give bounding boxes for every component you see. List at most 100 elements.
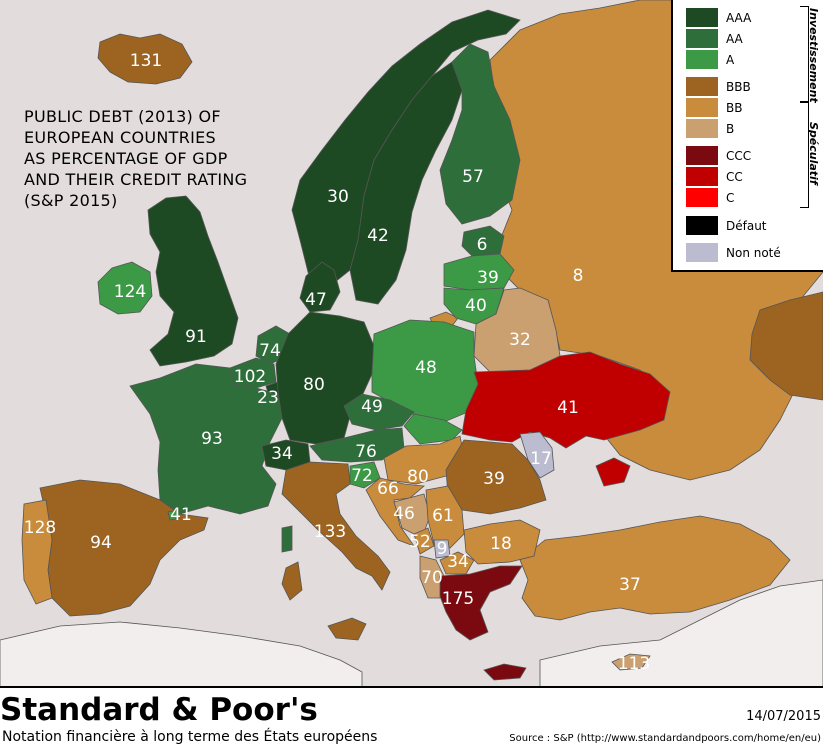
country-denmark	[299, 261, 341, 313]
country-latvia	[443, 253, 515, 291]
debt-label-serbia: 61	[432, 506, 454, 526]
country-bosnia	[393, 493, 431, 539]
debt-label-croatia: 66	[377, 479, 399, 499]
debt-label-france: 93	[201, 429, 223, 449]
legend-swatch	[686, 29, 718, 48]
debt-label-bosnia-and-herzegovina: 46	[393, 504, 415, 524]
legend: AAA AA A BBB BB B CCC CC	[671, 0, 823, 272]
debt-label-belarus: 32	[509, 330, 531, 350]
land-africa	[0, 621, 363, 686]
label-speculative: Spéculatif	[807, 122, 820, 185]
debt-label-united-kingdom: 91	[185, 327, 207, 347]
country-sweden	[349, 61, 463, 305]
debt-label-kosovo: 9	[437, 539, 448, 559]
legend-swatch	[686, 50, 718, 69]
title-line-2: EUROPEAN COUNTRIES	[24, 128, 217, 147]
debt-label-belgium: 102	[234, 367, 266, 387]
legend-item-bb: BB	[686, 98, 742, 117]
bracket-speculative	[800, 102, 809, 208]
debt-label-latvia: 39	[477, 268, 499, 288]
legend-label: Non noté	[726, 245, 781, 260]
debt-label-switzerland: 34	[271, 444, 293, 464]
land-middle-east	[539, 579, 823, 686]
debt-label-czech-republic: 49	[361, 397, 383, 417]
map-title: PUBLIC DEBT (2013) OF EUROPEAN COUNTRIES…	[24, 106, 247, 211]
country-kazakhstan	[749, 291, 823, 401]
country-belarus	[473, 287, 561, 373]
brand-title: Standard & Poor's	[0, 692, 318, 728]
debt-label-turkey: 37	[619, 575, 641, 595]
title-line-5: (S&P 2015)	[24, 191, 118, 210]
debt-label-andorra: 41	[170, 505, 192, 525]
debt-label-estonia: 6	[477, 235, 488, 255]
title-line-1: PUBLIC DEBT (2013) OF	[24, 107, 221, 126]
legend-swatch	[686, 8, 718, 27]
country-france	[129, 363, 283, 515]
country-france-corsica	[281, 525, 293, 553]
footer-date: 14/07/2015	[746, 709, 821, 724]
bracket-investment	[800, 6, 809, 102]
debt-label-iceland: 131	[130, 51, 162, 71]
debt-label-ireland: 124	[114, 282, 146, 302]
country-italy	[281, 461, 391, 591]
debt-label-montenegro: 52	[409, 532, 431, 552]
debt-label-moldova: 17	[530, 449, 552, 469]
title-line-3: AS PERCENTAGE OF GDP	[24, 149, 228, 168]
country-portugal	[21, 499, 53, 605]
country-italy-sicily	[327, 617, 367, 641]
debt-label-denmark: 47	[305, 290, 327, 310]
legend-swatch	[686, 216, 718, 235]
country-ireland	[97, 261, 153, 315]
country-montenegro	[413, 527, 435, 555]
legend-item-a: A	[686, 50, 734, 69]
debt-label-finland: 57	[462, 167, 484, 187]
debt-label-portugal: 128	[24, 518, 56, 538]
legend-swatch	[686, 146, 718, 165]
debt-label-lithuania: 40	[465, 296, 487, 316]
debt-label-albania: 70	[421, 568, 443, 588]
label-investment: Investissement	[807, 8, 820, 103]
country-iceland	[97, 33, 193, 85]
legend-swatch	[686, 167, 718, 186]
country-cyprus	[611, 653, 651, 671]
legend-item-default: Défaut	[686, 216, 767, 235]
debt-label-bulgaria: 18	[490, 534, 512, 554]
debt-label-north-macedonia: 34	[447, 552, 469, 572]
legend-label: B	[726, 121, 735, 136]
legend-item-c: C	[686, 188, 734, 207]
debt-label-ukraine: 41	[557, 398, 579, 418]
legend-label: AAA	[726, 10, 752, 25]
country-greece-crete	[483, 663, 527, 681]
country-ukraine	[461, 351, 671, 449]
legend-label: Défaut	[726, 218, 767, 233]
legend-item-unrated: Non noté	[686, 243, 781, 262]
legend-item-ccc: CCC	[686, 146, 751, 165]
country-bulgaria	[463, 519, 541, 565]
debt-label-poland: 48	[415, 358, 437, 378]
country-czech-republic	[343, 393, 415, 431]
debt-label-spain: 94	[90, 533, 112, 553]
country-greece	[439, 565, 523, 641]
country-albania	[419, 555, 445, 599]
legend-label: CCC	[726, 148, 752, 163]
legend-item-aa: AA	[686, 29, 743, 48]
legend-item-b: B	[686, 119, 734, 138]
legend-swatch	[686, 77, 718, 96]
debt-label-sweden: 42	[367, 226, 389, 246]
title-line-4: AND THEIR CREDIT RATING	[24, 170, 248, 189]
map-canvas: 1311249130425763940832477410223804841934…	[0, 0, 823, 686]
debt-label-hungary: 80	[407, 467, 429, 487]
legend-label: BBB	[726, 79, 751, 94]
country-italy-sardinia	[281, 561, 303, 601]
footer-source: Source : S&P (http://www.standardandpoor…	[509, 733, 821, 744]
country-slovakia	[403, 413, 463, 445]
country-finland	[439, 43, 521, 225]
legend-item-aaa: AAA	[686, 8, 751, 27]
country-croatia	[365, 477, 425, 547]
country-serbia	[425, 485, 465, 549]
legend-label: A	[726, 52, 735, 67]
debt-label-cyprus: 113	[618, 654, 650, 674]
europe-map: 131 124 91 30 42 57 6 39 40 8 32 47 74 102 23 80 48 41 93 4…	[0, 0, 823, 688]
legend-item-cc: CC	[686, 167, 743, 186]
legend-label: CC	[726, 169, 743, 184]
